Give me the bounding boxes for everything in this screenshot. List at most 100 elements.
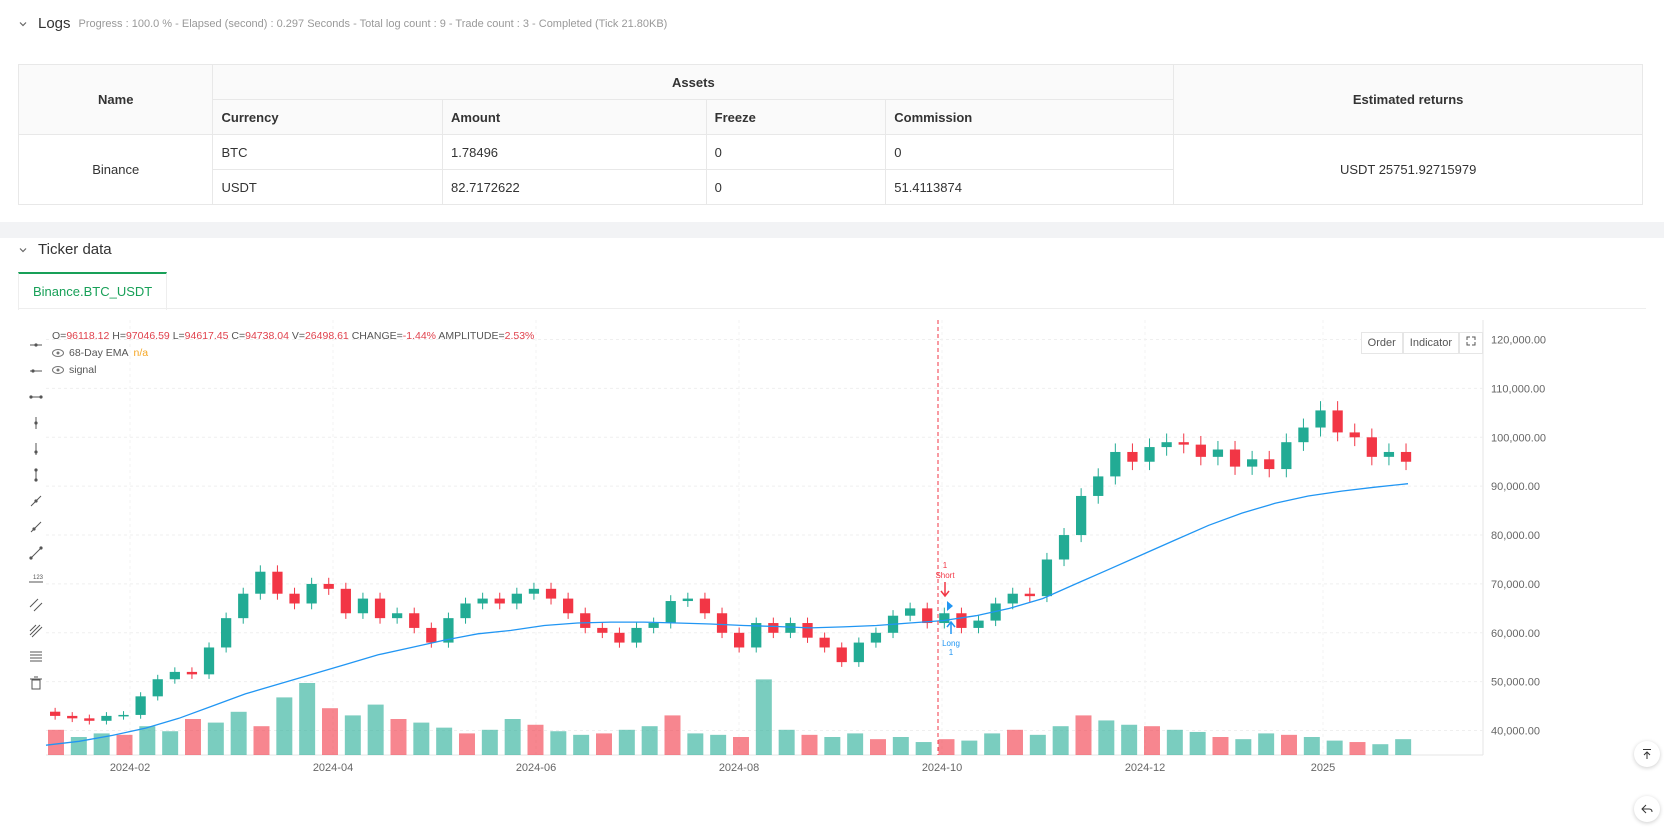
candle-body [1212,449,1224,457]
candle-body [289,593,300,604]
legend-ema[interactable]: 68-Day EMA n/a [52,347,148,359]
order-button[interactable]: Order [1360,332,1403,354]
candle-body [169,671,180,680]
candle-body [1161,442,1172,448]
candle-body [528,588,540,594]
segment-icon[interactable] [24,540,48,566]
trend-line-icon[interactable] [24,488,48,514]
trash-icon[interactable] [24,670,48,696]
candle-body [1281,442,1292,470]
volume-bar [984,733,1001,755]
col-name: Name [17,64,214,135]
logs-meta: Progress : 100.0 % - Elapsed (second) : … [78,17,668,30]
short-label-count: 1 [943,561,948,570]
candle-body [545,588,557,599]
candle-body [340,588,351,614]
candle-body [973,620,984,628]
candle-body [357,598,369,614]
candle-body [580,613,591,628]
legend-ema-label: 68-Day EMA [69,347,129,359]
x-tick-label: 2024-08 [719,762,759,774]
chevron-down-icon[interactable] [18,19,28,29]
candle-body [665,601,676,624]
volume-bar [1281,734,1297,755]
volume-bar [162,731,179,755]
candle-body [699,598,711,614]
extended-line-icon[interactable] [24,384,48,410]
long-label-count: 1 [949,648,954,657]
eye-icon[interactable] [52,366,64,374]
col-assets: Assets [212,64,1175,100]
logs-header[interactable]: Logs Progress : 100.0 % - Elapsed (secon… [18,15,667,32]
candle-body [597,627,608,633]
fullscreen-icon[interactable] [1459,332,1483,354]
candle-body [1264,459,1275,470]
y-tick-label: 110,000.00 [1491,383,1545,395]
col-amount: Amount [442,99,707,135]
volume-bar [847,733,864,755]
chart-frame[interactable]: 120,000.00 110,000.00 100,000.00 90,000.00 8… [18,320,1643,820]
price-chart[interactable]: 120,000.00 110,000.00 100,000.00 90,000.00 8… [18,320,1643,820]
legend-signal[interactable]: signal [52,364,96,376]
candle-body [203,647,215,675]
tab-binance-btc-usdt[interactable]: Binance.BTC_USDT [18,272,168,310]
volume-bar [824,737,841,755]
ticker-header[interactable]: Ticker data [18,241,112,258]
price-label-icon[interactable]: 123 [24,566,48,592]
candle-body [563,598,574,614]
candle-body [101,715,112,721]
chevron-down-icon[interactable] [18,245,28,255]
eye-icon[interactable] [52,349,64,357]
pitchfork-icon[interactable] [24,618,48,644]
candle-body [1110,451,1121,477]
candle-body [409,613,420,628]
x-tick-label: 2024-12 [1125,762,1165,774]
candle-body [1024,593,1035,597]
volume-bar [1372,744,1389,755]
candle-body [682,598,693,602]
candle-body [648,623,659,628]
volume-bar [1189,731,1206,755]
volume-bar [1258,733,1275,755]
horizontal-ray-icon[interactable] [24,332,48,358]
indicator-button[interactable]: Indicator [1402,332,1459,354]
back-icon[interactable] [1634,796,1660,822]
volume-bar [504,719,521,755]
candle-body [1247,459,1258,467]
candle-body [631,627,642,643]
candle-body [1298,427,1309,443]
candle-body [734,632,745,648]
trend-ray-icon[interactable] [24,514,48,540]
ohlc-o-label: O= [52,330,67,342]
vertical-line-icon[interactable] [24,410,48,436]
ohlc-amplitude: 2.53% [504,330,535,342]
candle-body [477,598,488,604]
cell-commission: 0 [885,134,1175,170]
col-commission: Commission [885,99,1175,135]
volume-bar [527,724,544,755]
fib-retracement-icon[interactable] [24,644,48,670]
volume-bar [253,726,270,755]
estimated-returns-cell: USDT 25751.92715979 [1173,134,1643,205]
vertical-segment-icon[interactable] [24,462,48,488]
volume-bar [1235,739,1252,755]
candle-body [1195,444,1206,457]
candle-body [186,671,198,675]
volume-bar [459,733,475,755]
table-row: USDT 82.7172622 0 51.4113874 [19,169,1643,205]
ohlc-o: 96118.12 [66,330,110,342]
parallel-channel-icon[interactable] [24,592,48,618]
volume-bar [207,722,224,755]
scroll-top-icon[interactable] [1634,741,1660,767]
candle-body [460,603,471,619]
horizontal-line-icon[interactable] [24,358,48,384]
vertical-ray-icon[interactable] [24,436,48,462]
volume-bar [390,719,407,755]
candle-body [374,598,386,619]
ohlc-l-label: L= [172,330,185,342]
candle-body [1007,593,1018,604]
candle-body [1076,495,1087,536]
candle-body [819,637,830,648]
volume-bar [733,737,749,755]
volume-bar [961,740,978,755]
